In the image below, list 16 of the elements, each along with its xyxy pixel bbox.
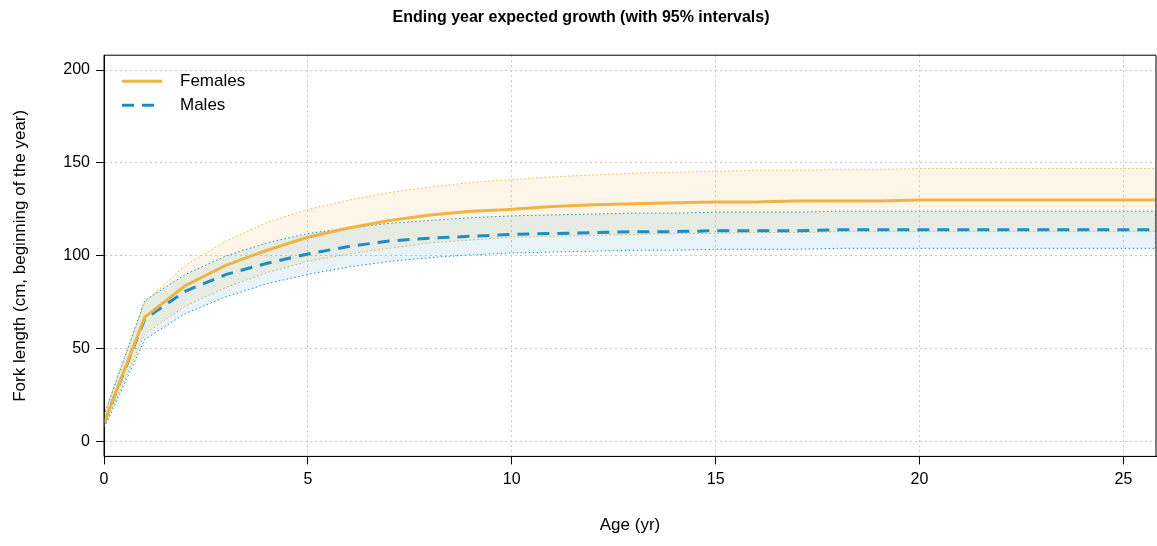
y-axis-title: Fork length (cm, beginning of the year) xyxy=(9,109,29,402)
x-tick-label: 20 xyxy=(910,470,929,488)
x-tick-label: 25 xyxy=(1114,470,1133,488)
y-tick-label: 0 xyxy=(81,431,91,449)
chart-title: Ending year expected growth (with 95% intervals) xyxy=(392,8,770,26)
x-tick-label: 0 xyxy=(99,470,109,488)
y-tick-label: 100 xyxy=(63,246,91,264)
x-axis-title: Age (yr) xyxy=(599,515,661,535)
x-tick-label: 15 xyxy=(706,470,725,488)
x-tick-label: 10 xyxy=(502,470,521,488)
y-tick-label: 200 xyxy=(63,60,91,78)
legend-label: Males xyxy=(180,94,226,114)
legend-label: Females xyxy=(180,70,246,90)
y-tick-label: 50 xyxy=(72,339,91,357)
y-tick-label: 150 xyxy=(63,153,91,171)
x-tick-label: 5 xyxy=(303,470,313,488)
